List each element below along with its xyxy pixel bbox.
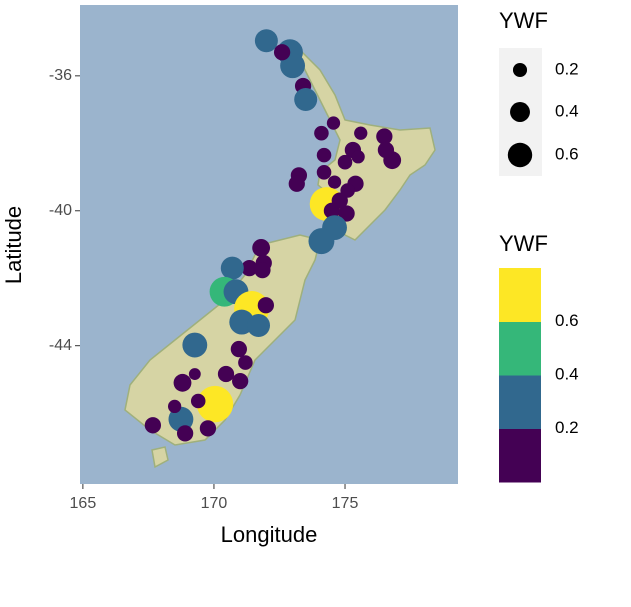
point (314, 125, 329, 141)
x-tick-label: 165 (70, 495, 97, 512)
colorbar-bin (499, 268, 541, 322)
point (326, 116, 341, 130)
point (338, 205, 355, 222)
point (241, 259, 258, 277)
point (337, 154, 353, 170)
y-tick-label: -36 (49, 67, 72, 84)
colorbar-bin (499, 321, 541, 376)
point (230, 340, 247, 358)
point (199, 420, 217, 437)
point (247, 313, 271, 337)
point (196, 385, 234, 423)
color-legend-label: 0.2 (555, 418, 579, 437)
point (252, 238, 271, 257)
x-axis-title: Longitude (221, 522, 318, 547)
point (254, 29, 278, 53)
point (238, 355, 253, 370)
color-legend-label: 0.4 (555, 364, 579, 383)
x-tick-label: 175 (332, 495, 359, 512)
point (331, 192, 348, 209)
y-tick-label: -44 (49, 337, 72, 354)
point (327, 175, 342, 189)
point (182, 332, 208, 358)
point (280, 53, 306, 79)
point (144, 417, 162, 434)
point (316, 147, 332, 163)
x-tick-label: 170 (201, 495, 228, 512)
point (173, 373, 192, 392)
y-tick-label: -40 (49, 202, 72, 219)
point (217, 365, 235, 383)
colorbar-bin (499, 428, 541, 483)
point (257, 297, 274, 314)
stewart-island (151, 446, 169, 469)
point (273, 44, 291, 61)
point (294, 87, 318, 111)
point (351, 150, 365, 164)
size-legend-title: YWF (499, 8, 548, 33)
size-legend-symbol (512, 62, 528, 78)
point (288, 175, 305, 192)
size-legend-symbol (510, 102, 530, 122)
size-legend-label: 0.6 (555, 144, 579, 163)
point (232, 372, 249, 390)
point (176, 425, 194, 442)
size-legend-label: 0.4 (555, 101, 579, 120)
color-legend-label: 0.6 (555, 311, 579, 330)
point (376, 128, 393, 145)
point (308, 228, 335, 255)
point (354, 126, 368, 140)
point (316, 165, 332, 180)
size-legend-symbol (507, 142, 533, 168)
color-legend-title: YWF (499, 231, 548, 256)
point (220, 256, 244, 280)
size-legend-label: 0.2 (555, 59, 579, 78)
point (377, 141, 395, 159)
colorbar-bin (499, 375, 541, 429)
point (188, 368, 201, 380)
point (254, 262, 271, 279)
y-axis-title: Latitude (1, 206, 26, 284)
point (167, 399, 182, 414)
point (190, 393, 206, 409)
